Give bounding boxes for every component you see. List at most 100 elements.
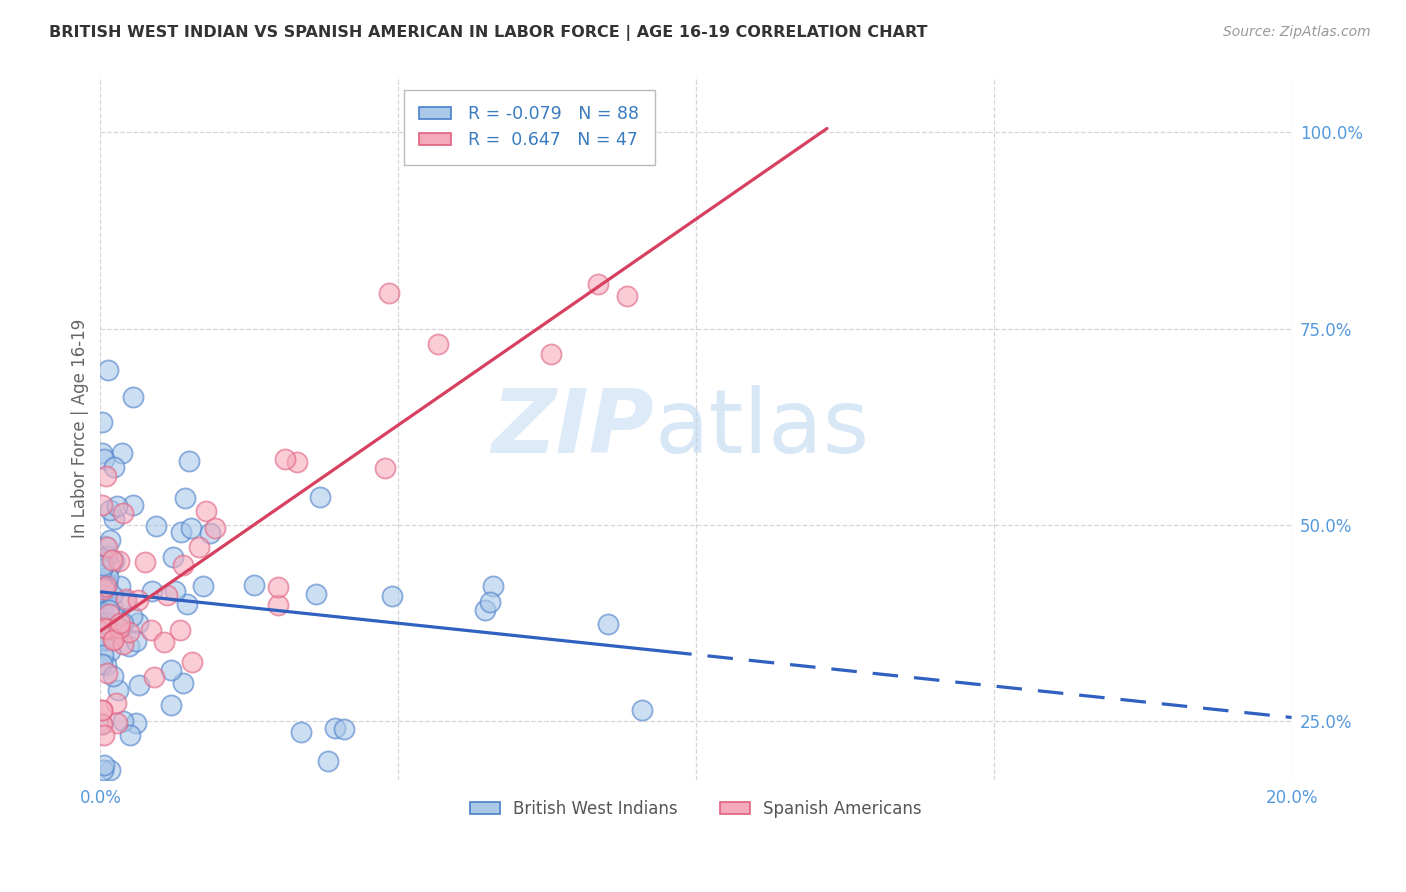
Legend: British West Indians, Spanish Americans: British West Indians, Spanish Americans <box>464 793 928 825</box>
Point <box>104 696 127 710</box>
Point <box>93 451 115 466</box>
Point <box>90 588 112 602</box>
Point <box>105 499 128 513</box>
Point <box>96 658 118 673</box>
Point <box>111 714 134 728</box>
Point <box>90 577 112 591</box>
Point <box>94 579 117 593</box>
Point <box>91 763 114 777</box>
Point <box>100 503 122 517</box>
Point <box>122 391 145 405</box>
Point <box>96 665 118 680</box>
Point <box>107 624 129 639</box>
Point <box>91 605 114 619</box>
Point <box>596 617 619 632</box>
Point <box>325 721 347 735</box>
Point <box>96 540 118 554</box>
Point <box>94 539 117 553</box>
Point <box>97 615 120 630</box>
Point <box>97 363 120 377</box>
Point <box>242 577 264 591</box>
Point <box>170 525 193 540</box>
Point <box>162 549 184 564</box>
Point <box>134 555 156 569</box>
Point <box>194 504 217 518</box>
Point <box>96 549 118 563</box>
Point <box>90 584 112 599</box>
Point <box>91 555 114 569</box>
Point <box>93 758 115 772</box>
Point <box>108 578 131 592</box>
Point <box>479 595 502 609</box>
Point <box>93 728 115 742</box>
Text: Source: ZipAtlas.com: Source: ZipAtlas.com <box>1223 25 1371 39</box>
Point <box>98 533 121 547</box>
Point <box>91 552 114 566</box>
Point <box>118 625 141 640</box>
Point <box>285 455 308 469</box>
Point <box>111 446 134 460</box>
Point <box>181 655 204 669</box>
Point <box>267 580 290 594</box>
Point <box>93 631 115 645</box>
Point <box>156 588 179 602</box>
Point <box>180 521 202 535</box>
Point <box>333 723 356 737</box>
Point <box>290 725 312 739</box>
Point <box>145 519 167 533</box>
Point <box>98 621 121 635</box>
Point <box>91 558 114 572</box>
Point <box>90 562 112 576</box>
Point <box>103 512 125 526</box>
Point <box>111 616 134 631</box>
Point <box>127 615 149 630</box>
Point <box>110 615 132 630</box>
Point <box>200 525 222 540</box>
Point <box>142 670 165 684</box>
Point <box>107 682 129 697</box>
Point <box>316 754 339 768</box>
Point <box>118 639 141 653</box>
Point <box>374 460 396 475</box>
Point <box>93 633 115 648</box>
Point <box>141 584 163 599</box>
Point <box>97 603 120 617</box>
Point <box>121 609 143 624</box>
Point <box>105 715 128 730</box>
Point <box>91 499 114 513</box>
Point <box>90 415 112 429</box>
Point <box>481 579 503 593</box>
Point <box>204 521 226 535</box>
Point <box>115 594 138 608</box>
Point <box>101 589 124 603</box>
Point <box>101 600 124 615</box>
Point <box>98 763 121 777</box>
Point <box>103 633 125 648</box>
Point <box>267 598 290 612</box>
Point <box>173 491 195 505</box>
Point <box>96 576 118 591</box>
Text: ZIP: ZIP <box>492 385 654 473</box>
Point <box>586 277 609 291</box>
Point <box>103 632 125 647</box>
Point <box>97 570 120 584</box>
Point <box>169 624 191 638</box>
Point <box>94 469 117 483</box>
Point <box>176 597 198 611</box>
Point <box>111 637 134 651</box>
Point <box>474 603 496 617</box>
Point <box>98 607 121 621</box>
Point <box>139 623 162 637</box>
Point <box>97 632 120 647</box>
Point <box>93 580 115 594</box>
Point <box>309 490 332 504</box>
Point <box>616 289 638 303</box>
Point <box>93 616 115 631</box>
Point <box>101 553 124 567</box>
Point <box>125 716 148 731</box>
Point <box>128 678 150 692</box>
Point <box>125 634 148 648</box>
Point <box>188 540 211 554</box>
Text: BRITISH WEST INDIAN VS SPANISH AMERICAN IN LABOR FORCE | AGE 16-19 CORRELATION C: BRITISH WEST INDIAN VS SPANISH AMERICAN … <box>49 25 928 41</box>
Point <box>96 623 118 637</box>
